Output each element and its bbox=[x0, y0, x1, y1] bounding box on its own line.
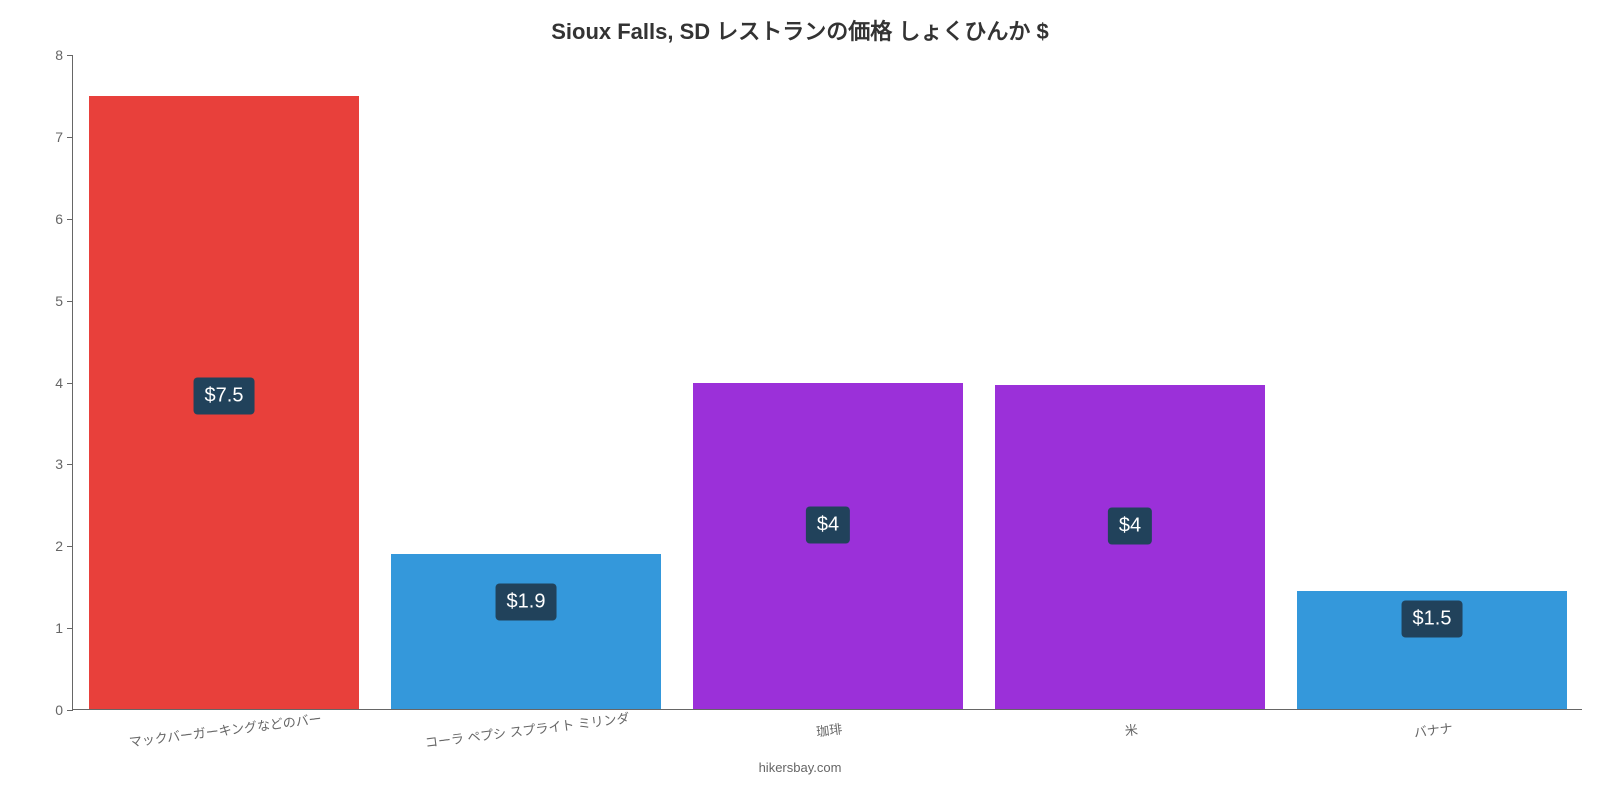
x-category-label: コーラ ペプシ スプライト ミリンダ bbox=[424, 707, 631, 751]
bar-value-badge: $4 bbox=[806, 506, 850, 543]
bar: $4 bbox=[994, 384, 1266, 709]
y-tick-mark bbox=[67, 301, 73, 302]
y-tick-mark bbox=[67, 219, 73, 220]
y-tick-label: 1 bbox=[55, 620, 63, 636]
bar-value-badge: $4 bbox=[1108, 507, 1152, 544]
chart-credit: hikersbay.com bbox=[0, 760, 1600, 775]
y-tick-mark bbox=[67, 55, 73, 56]
y-tick-mark bbox=[67, 710, 73, 711]
y-tick-mark bbox=[67, 464, 73, 465]
y-tick-label: 0 bbox=[55, 702, 63, 718]
x-category-label: 珈琲 bbox=[815, 718, 843, 740]
y-tick-mark bbox=[67, 137, 73, 138]
y-tick-mark bbox=[67, 628, 73, 629]
y-tick-label: 2 bbox=[55, 538, 63, 554]
chart-title: Sioux Falls, SD レストランの価格 しょくひんか $ bbox=[0, 14, 1600, 46]
y-tick-label: 5 bbox=[55, 293, 63, 309]
bar: $1.5 bbox=[1296, 590, 1568, 709]
y-tick-label: 8 bbox=[55, 47, 63, 63]
y-tick-mark bbox=[67, 546, 73, 547]
y-tick-label: 4 bbox=[55, 375, 63, 391]
y-tick-label: 7 bbox=[55, 129, 63, 145]
bar: $7.5 bbox=[88, 95, 360, 709]
plot-area: 012345678$7.5マックバーガーキングなどのバー$1.9コーラ ペプシ … bbox=[72, 55, 1582, 710]
y-tick-label: 6 bbox=[55, 211, 63, 227]
bar-value-badge: $1.5 bbox=[1402, 600, 1463, 637]
x-category-label: バナナ bbox=[1413, 718, 1454, 742]
bar: $4 bbox=[692, 382, 964, 710]
x-category-label: マックバーガーキングなどのバー bbox=[128, 708, 323, 750]
y-tick-label: 3 bbox=[55, 456, 63, 472]
bar-value-badge: $7.5 bbox=[194, 377, 255, 414]
price-bar-chart: Sioux Falls, SD レストランの価格 しょくひんか $ 012345… bbox=[0, 0, 1600, 800]
bar-value-badge: $1.9 bbox=[496, 584, 557, 621]
bar: $1.9 bbox=[390, 553, 662, 709]
x-category-label: 米 bbox=[1124, 719, 1139, 739]
y-tick-mark bbox=[67, 383, 73, 384]
